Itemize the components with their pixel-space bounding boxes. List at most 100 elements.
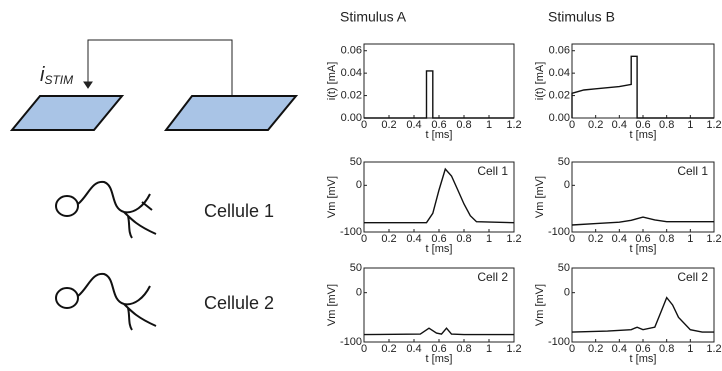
- plot-frame: [363, 43, 515, 119]
- x-tick-label: 0.6: [431, 343, 446, 355]
- series-line: [363, 327, 514, 336]
- series-line: [571, 296, 714, 333]
- x-tick-label: 0.6: [635, 119, 650, 131]
- x-tick-label: 0.6: [431, 119, 446, 131]
- x-axis-label: t [ms]: [426, 243, 453, 255]
- y-tick-label: 50: [558, 262, 570, 274]
- arrow-head: [83, 81, 93, 89]
- y-tick-label: 0.04: [341, 67, 362, 79]
- x-tick-label: 0.2: [588, 119, 603, 131]
- series-line: [364, 167, 515, 224]
- y-tick-label: 0.00: [549, 112, 570, 124]
- y-tick-label: -100: [340, 226, 362, 238]
- x-tick-label: 0.4: [612, 233, 627, 245]
- x-tick-label: 0.8: [456, 343, 471, 355]
- x-tick-label: 0.2: [381, 119, 396, 131]
- x-tick-label: 0.6: [635, 343, 650, 355]
- x-axis-label: t [ms]: [426, 353, 453, 365]
- x-tick-label: 1.2: [706, 233, 721, 245]
- y-axis-label: Vm [mV]: [534, 176, 546, 218]
- x-axis-label: t [ms]: [426, 129, 453, 141]
- x-tick-label: 0.8: [659, 119, 674, 131]
- x-tick-label: 0.8: [659, 343, 674, 355]
- panel-label: Cell 1: [677, 164, 708, 178]
- cell-label: Cellule 1: [204, 201, 274, 221]
- x-tick-label: 1.2: [506, 343, 521, 355]
- x-tick-label: 0.2: [381, 343, 396, 355]
- x-axis-label: t [ms]: [630, 129, 657, 141]
- y-tick-label: 0: [564, 287, 570, 299]
- y-tick-label: 0: [564, 179, 570, 191]
- electrode-right: [163, 95, 299, 131]
- x-tick-label: 0.4: [406, 119, 421, 131]
- x-axis-label: t [ms]: [630, 353, 657, 365]
- column-title: Stimulus B: [548, 9, 615, 25]
- neuron-1: [55, 180, 157, 239]
- x-tick-label: 0: [569, 343, 575, 355]
- x-tick-label: 0: [361, 343, 367, 355]
- y-axis-label: Vm [mV]: [326, 176, 338, 218]
- y-tick-label: 0.04: [549, 67, 570, 79]
- y-tick-label: -100: [548, 336, 570, 348]
- cell-label: Cellule 2: [204, 293, 274, 313]
- x-tick-label: 0: [569, 233, 575, 245]
- current-subscript: STIM: [44, 73, 73, 87]
- electrode-diagram: [9, 39, 299, 131]
- x-tick-label: 1: [486, 233, 492, 245]
- x-tick-label: 1: [687, 343, 693, 355]
- x-tick-label: 0: [361, 233, 367, 245]
- x-tick-label: 0.8: [456, 233, 471, 245]
- y-axis-label: Vm [mV]: [326, 284, 338, 326]
- x-tick-label: 0.4: [406, 343, 421, 355]
- y-tick-label: -100: [340, 336, 362, 348]
- series-line: [571, 55, 714, 119]
- y-tick-label: 0.02: [549, 89, 570, 101]
- y-axis-label: Vm [mV]: [534, 284, 546, 326]
- y-tick-label: 50: [558, 156, 570, 168]
- electrode-left: [9, 95, 125, 131]
- y-tick-label: 0.06: [549, 45, 570, 57]
- x-tick-label: 1.2: [706, 343, 721, 355]
- column-title: Stimulus A: [340, 9, 407, 25]
- current-label: iSTIM: [40, 64, 73, 87]
- current-symbol: i: [40, 64, 45, 86]
- y-axis-label: i(t) [mA]: [534, 62, 546, 101]
- x-axis-label: t [ms]: [630, 243, 657, 255]
- neuron-2: [55, 272, 157, 331]
- x-tick-label: 0.2: [588, 233, 603, 245]
- x-tick-label: 0.6: [635, 233, 650, 245]
- y-tick-label: 0: [356, 179, 362, 191]
- y-tick-label: 0.02: [341, 89, 362, 101]
- y-tick-label: 0.06: [341, 45, 362, 57]
- y-tick-label: 50: [350, 262, 362, 274]
- x-tick-label: 1: [486, 343, 492, 355]
- x-tick-label: 0.4: [406, 233, 421, 245]
- x-tick-label: 1: [687, 119, 693, 131]
- series-line: [571, 216, 714, 226]
- plot-frame: [571, 43, 715, 119]
- y-tick-label: 0.00: [341, 112, 362, 124]
- y-tick-label: 50: [350, 156, 362, 168]
- x-tick-label: 0.4: [612, 119, 627, 131]
- panel-label: Cell 2: [677, 270, 708, 284]
- x-tick-label: 1.2: [506, 233, 521, 245]
- x-tick-label: 0.2: [381, 233, 396, 245]
- x-tick-label: 0.8: [659, 233, 674, 245]
- y-axis-label: i(t) [mA]: [326, 62, 338, 101]
- panel-label: Cell 1: [477, 164, 508, 178]
- x-tick-label: 0.4: [612, 343, 627, 355]
- x-tick-label: 1: [486, 119, 492, 131]
- x-tick-label: 1: [687, 233, 693, 245]
- x-tick-label: 1.2: [506, 119, 521, 131]
- series-line: [364, 70, 514, 119]
- y-tick-label: 0: [356, 287, 362, 299]
- x-tick-label: 0.6: [431, 233, 446, 245]
- x-tick-label: 0.2: [588, 343, 603, 355]
- x-tick-label: 0: [361, 119, 367, 131]
- x-tick-label: 0.8: [456, 119, 471, 131]
- x-tick-label: 0: [569, 119, 575, 131]
- y-tick-label: -100: [548, 226, 570, 238]
- x-tick-label: 1.2: [706, 119, 721, 131]
- panel-label: Cell 2: [477, 270, 508, 284]
